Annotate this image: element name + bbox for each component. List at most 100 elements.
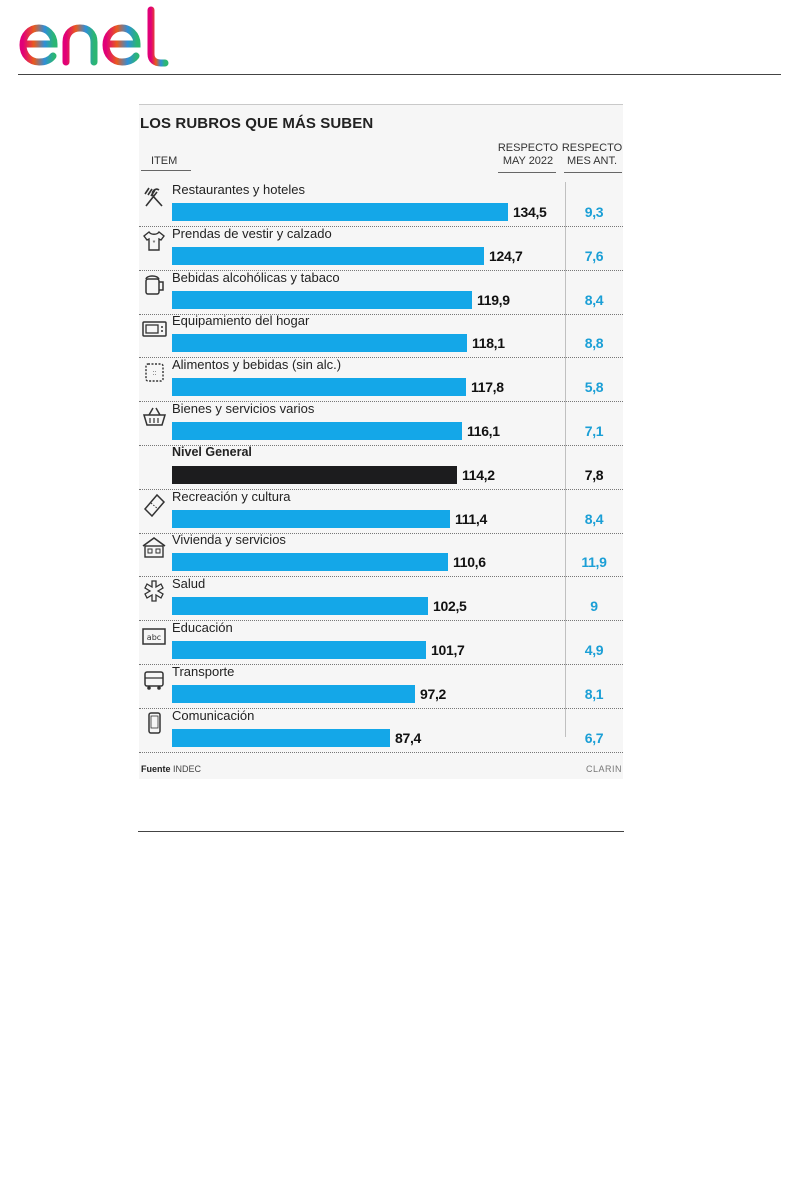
phone-icon — [141, 710, 167, 736]
column-header-mes-underline — [564, 172, 622, 173]
column-header-item-underline — [141, 170, 191, 171]
svg-text:*: * — [153, 240, 156, 247]
row-divider — [139, 269, 623, 271]
category-label: Bebidas alcohólicas y tabaco — [172, 269, 340, 285]
row-divider — [139, 226, 623, 227]
value-label-may: 124,7 — [489, 247, 523, 264]
value-label-may: 134,5 — [513, 204, 547, 220]
food-package-icon: :: — [141, 359, 167, 385]
svg-text:abc: abc — [147, 633, 161, 642]
value-label-mes: 8,4 — [584, 510, 604, 527]
value-label-mes: 5,8 — [584, 379, 604, 396]
bar — [172, 422, 462, 440]
chart-row: abc Educación 101,7 4,9 — [139, 620, 623, 665]
medical-star-icon — [141, 578, 167, 604]
chart-row: Vivienda y servicios 110,6 11,9 — [139, 532, 623, 578]
value-label-mes: 8,1 — [584, 685, 604, 702]
bar — [172, 684, 415, 703]
bar — [172, 641, 426, 659]
category-label: Educación — [172, 620, 233, 635]
category-label: Bienes y servicios varios — [172, 401, 315, 416]
svg-text:::: :: — [153, 370, 157, 377]
category-label: Equipamiento del hogar — [172, 313, 310, 329]
category-label: Prendas de vestir y calzado — [172, 225, 332, 241]
row-divider — [139, 488, 623, 490]
value-label-may: 102,5 — [433, 598, 467, 615]
value-label-may: 87,4 — [395, 729, 422, 746]
bar — [172, 378, 466, 397]
column-header-may-line1: RESPECTO — [497, 142, 559, 154]
bar — [172, 246, 484, 265]
chart-row: * Prendas de vestir y calzado 124,7 7,6 — [139, 225, 623, 271]
value-label-mes: 7,6 — [584, 247, 604, 264]
chart-row: Bienes y servicios varios 116,1 7,1 — [139, 401, 623, 446]
category-label: Vivienda y servicios — [172, 532, 286, 548]
bar — [172, 203, 508, 221]
column-header-mes-line1: RESPECTO — [561, 142, 623, 154]
ticket-icon — [141, 491, 167, 517]
row-divider — [139, 357, 623, 359]
row-divider — [139, 401, 623, 403]
chart-row: Restaurantes y hoteles 134,5 9,3 — [139, 182, 623, 227]
tshirt-icon: * — [141, 228, 167, 254]
value-label-mes: 9 — [590, 598, 598, 615]
row-divider — [139, 751, 623, 753]
bar-general — [172, 465, 457, 484]
row-divider — [139, 620, 623, 622]
row-divider — [139, 576, 623, 578]
abc-board-icon: abc — [141, 622, 167, 648]
chart-row: Nivel General 114,2 7,8 — [139, 444, 623, 490]
value-label-may: 97,2 — [420, 685, 447, 702]
beer-mug-icon — [141, 272, 167, 298]
value-label-may: 116,1 — [467, 423, 500, 439]
house-icon — [141, 534, 167, 560]
value-label-mes: 9,3 — [584, 204, 604, 220]
row-divider — [139, 445, 623, 446]
value-label-may: 101,7 — [431, 642, 465, 658]
value-label-may: 114,2 — [462, 466, 495, 483]
column-header-may-line2: MAY 2022 — [502, 155, 554, 167]
basket-icon — [141, 403, 167, 429]
microwave-icon — [141, 315, 167, 341]
bottom-rule — [138, 831, 624, 832]
column-header-mes: RESPECTO MES ANT. — [561, 142, 623, 168]
value-label-mes: 11,9 — [581, 554, 607, 571]
top-rule — [18, 74, 781, 75]
value-label-may: 111,4 — [455, 510, 487, 527]
value-label-may: 119,9 — [477, 291, 510, 308]
category-label: Salud — [172, 576, 206, 592]
bar — [172, 290, 472, 309]
brand-credit: CLARIN — [585, 764, 622, 774]
value-label-mes: 6,7 — [584, 729, 604, 746]
source-label: Fuente — [141, 764, 171, 774]
value-label-mes: 7,8 — [584, 466, 604, 483]
chart-row: Bebidas alcohólicas y tabaco 119,9 8,4 — [139, 269, 623, 315]
category-label: Transporte — [172, 663, 235, 679]
value-label-may: 118,1 — [472, 335, 505, 352]
bar — [172, 509, 450, 528]
row-divider — [139, 313, 623, 315]
column-header-mes-line2: MES ANT. — [566, 155, 618, 167]
chart-row: Equipamiento del hogar 118,1 8,8 — [139, 313, 623, 359]
enel-logo — [18, 6, 188, 75]
category-label: Nivel General — [172, 444, 252, 459]
category-label: Alimentos y bebidas (sin alc.) — [172, 357, 342, 373]
row-divider — [139, 707, 623, 709]
value-label-mes: 7,1 — [584, 423, 604, 439]
value-label-mes: 4,9 — [584, 642, 604, 658]
chart-row: Comunicación 87,4 6,7 — [139, 707, 623, 753]
chart-row: Recreación y cultura 111,4 8,4 — [139, 488, 623, 534]
chart-row: Transporte 97,2 8,1 — [139, 663, 623, 709]
column-header-may: RESPECTO MAY 2022 — [497, 142, 559, 168]
chart-title: LOS RUBROS QUE MÁS SUBEN — [140, 115, 374, 132]
bus-icon — [141, 666, 167, 692]
category-label: Restaurantes y hoteles — [172, 182, 305, 197]
category-label: Recreación y cultura — [172, 488, 291, 504]
source-note: Fuente INDEC — [141, 764, 201, 774]
chart-row: :: Alimentos y bebidas (sin alc.) 117,8 5,8 — [139, 357, 623, 403]
value-label-may: 110,6 — [453, 554, 486, 571]
category-label: Comunicación — [172, 707, 255, 723]
bar — [172, 334, 467, 353]
value-label-mes: 8,4 — [584, 291, 604, 308]
source-value: INDEC — [173, 764, 202, 774]
